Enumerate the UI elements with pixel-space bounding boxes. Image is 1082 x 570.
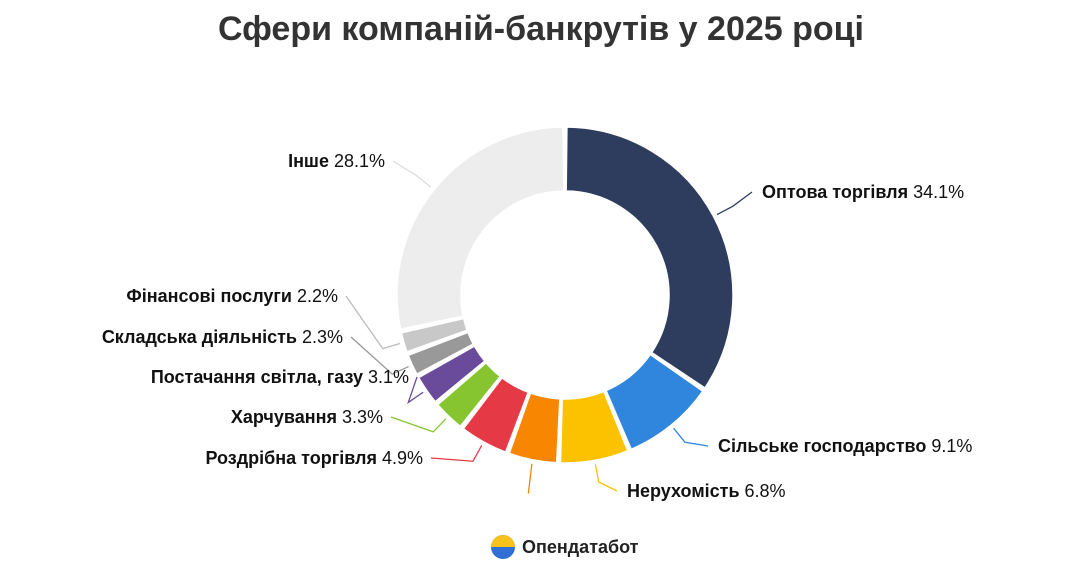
leader-line-складська-діяльність [350,336,409,375]
label-value: 28.1% [329,151,385,171]
leader-line-нерухомість [594,464,618,492]
label-name: Харчування [231,407,337,427]
leader-line-оптова-торгівля [716,191,753,216]
label-name: Інше [288,151,329,171]
label-name: Фінансові послуги [126,286,292,306]
label-оптова-торгівля: Оптова торгівля 34.1% [762,182,964,202]
leader-line-segment-3 [527,463,533,494]
label-інше: Інше 28.1% [288,151,385,171]
label-роздрібна-торгівля: Роздрібна торгівля 4.9% [205,448,423,468]
brand-name: Опендатабот [522,536,639,557]
label-value: 6.8% [740,481,786,501]
opendatabot-logo-icon [491,535,515,559]
label-name: Роздрібна торгівля [205,448,377,468]
slice-фінансові-послуги [400,317,468,353]
label-name: Нерухомість [627,481,740,501]
label-value: 3.1% [363,367,409,387]
leader-line-харчування [390,416,447,433]
leader-line-фінансові-послуги [345,295,401,350]
slice-складська-діяльність [407,331,475,375]
label-value: 34.1% [908,182,964,202]
slice-оптова-торгівля [565,126,734,389]
slice-постачання-світла-газу [417,345,486,403]
label-value: 2.2% [292,286,338,306]
label-name: Складська діяльність [102,327,297,347]
brand-logo: Опендатабот [490,532,639,562]
label-постачання-світла-газу: Постачання світла, газу 3.1% [151,367,409,387]
label-value: 2.3% [297,327,343,347]
label-name: Постачання світла, газу [151,367,363,387]
slice-роздрібна-торгівля [462,377,530,453]
label-value: 3.3% [337,407,383,427]
slice-сільське-господарство [605,353,704,451]
label-нерухомість: Нерухомість 6.8% [627,481,786,501]
leader-line-сільське-господарство [673,427,709,447]
leader-line-постачання-світла-газу [407,376,424,405]
slice-інше [396,126,565,330]
label-name: Сільське господарство [718,436,926,456]
label-складська-діяльність: Складська діяльність 2.3% [102,327,343,347]
label-фінансові-послуги: Фінансові послуги 2.2% [126,286,338,306]
leader-line-роздрібна-торгівля [430,445,483,462]
slice-segment-3 [508,392,561,464]
slice-нерухомість [559,390,629,464]
label-сільське-господарство: Сільське господарство 9.1% [718,436,972,456]
label-харчування: Харчування 3.3% [231,407,383,427]
label-value: 4.9% [377,448,423,468]
label-value: 9.1% [926,436,972,456]
slice-харчування [436,362,501,428]
label-name: Оптова торгівля [762,182,908,202]
leader-line-інше [392,160,432,188]
chart-title: Сфери компаній-банкрутів у 2025 році [218,10,864,48]
